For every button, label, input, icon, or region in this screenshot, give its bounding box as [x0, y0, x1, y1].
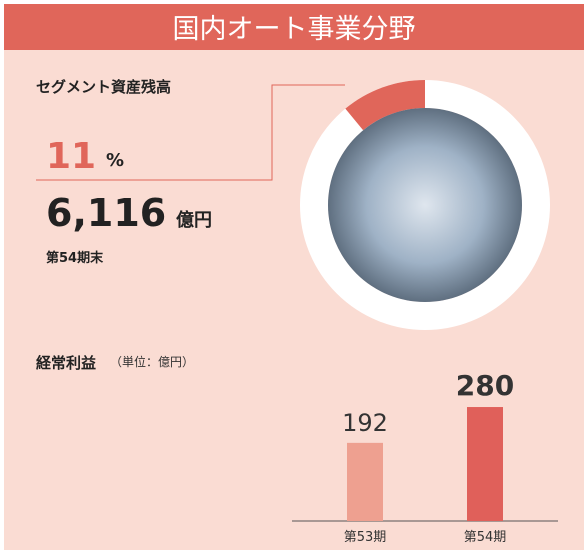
- share-value: 11: [46, 136, 96, 177]
- donut-segment: [345, 80, 425, 131]
- period: 第54期末: [46, 250, 104, 266]
- bar: [347, 442, 383, 521]
- amount: 6,116: [46, 191, 166, 235]
- share-unit: %: [106, 150, 124, 171]
- header-bar: [4, 4, 584, 50]
- bar-title: 経常利益: [36, 354, 96, 372]
- bar-value: 192: [342, 409, 388, 437]
- category-label: 第53期: [344, 530, 387, 545]
- segment-label: セグメント資産残高: [36, 78, 171, 96]
- bar: [467, 407, 503, 521]
- bar-value: 280: [456, 369, 514, 402]
- category-label: 第54期: [464, 530, 507, 545]
- header-title: 国内オート事業分野: [173, 14, 416, 45]
- bar-subtitle: （単位：億円）: [110, 354, 194, 369]
- amount-unit: 億円: [176, 209, 212, 231]
- leader-line: [36, 84, 345, 181]
- car-photo: [328, 108, 522, 302]
